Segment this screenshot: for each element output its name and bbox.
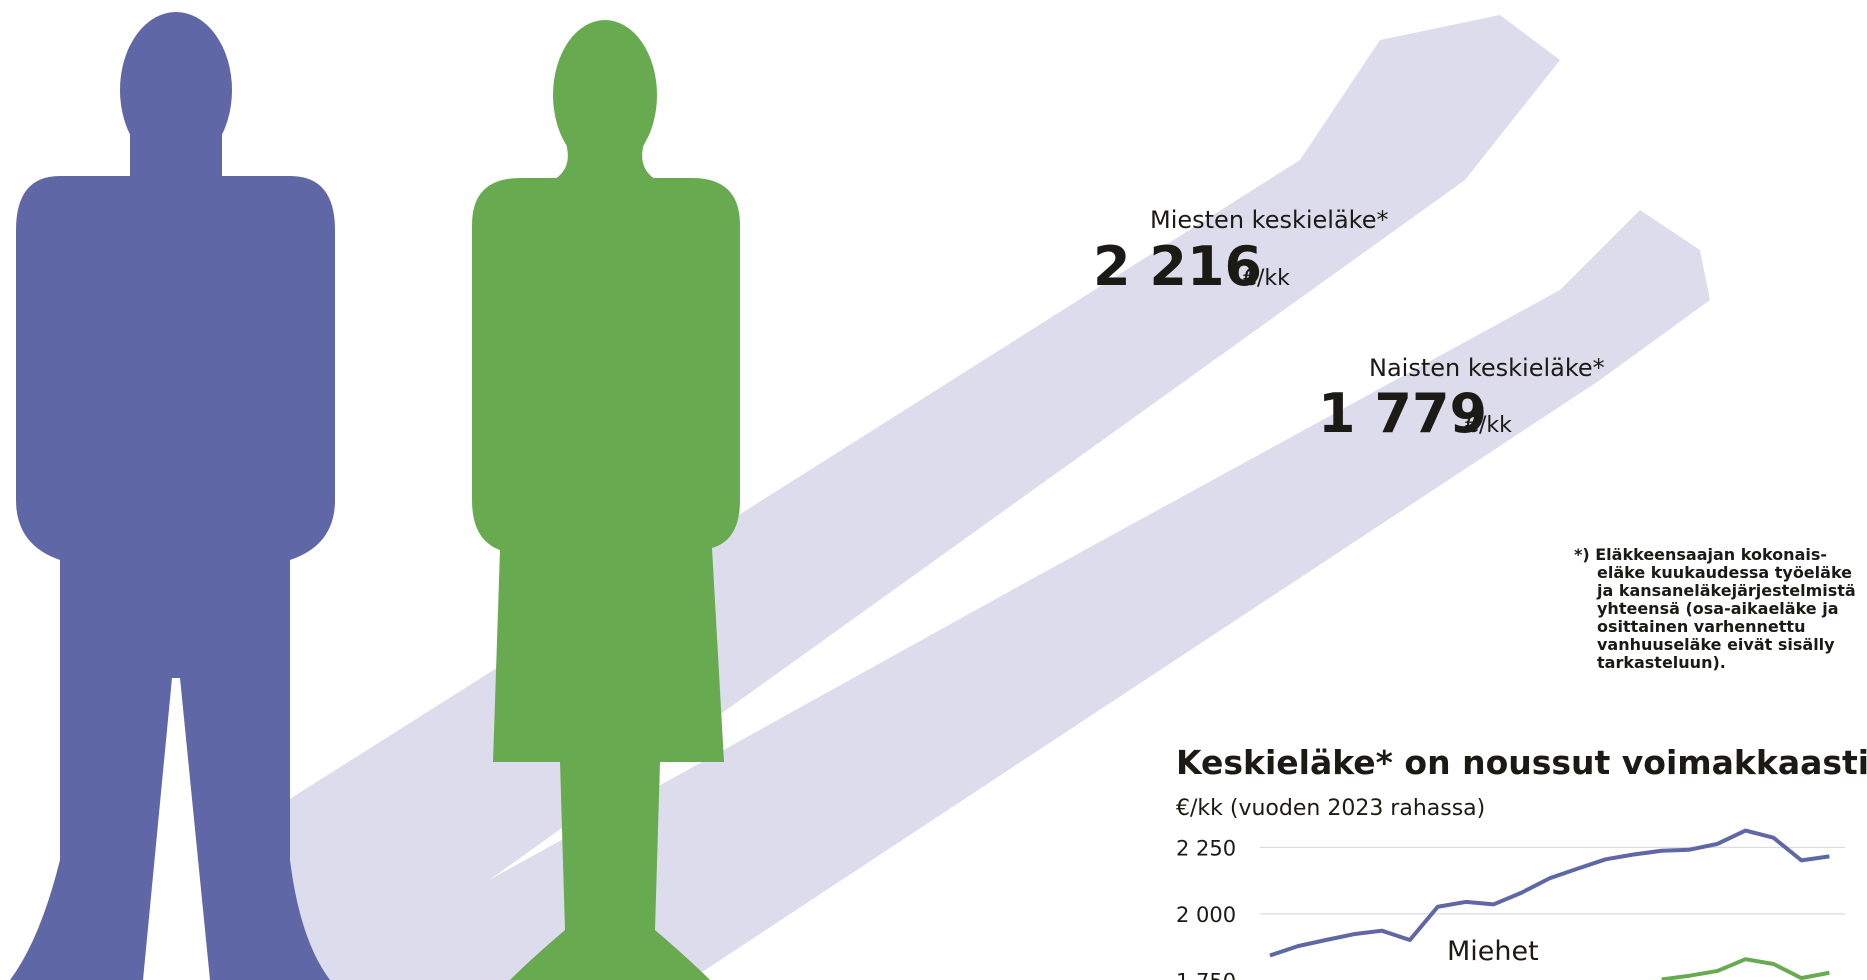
y-tick-label: 1 750 <box>1176 970 1236 980</box>
infographic: Miesten keskieläke* 2 216 €/kk Naisten k… <box>0 0 1867 980</box>
page: Miesten keskieläke* 2 216 €/kk Naisten k… <box>0 0 1867 980</box>
footnote-line: yhteensä (osa-aikaeläke ja <box>1597 599 1838 618</box>
shadows <box>130 15 1710 980</box>
footnote: *) Eläkkeensaajan kokonais-eläke kuukaud… <box>1574 545 1856 672</box>
footnote-line: osittainen varhennettu <box>1597 617 1805 636</box>
series-line <box>1662 959 1830 979</box>
footnote-line: tarkasteluun). <box>1597 653 1726 672</box>
footnote-line: ja kansaneläkejärjestelmistä <box>1596 581 1856 600</box>
woman-neck <box>550 140 660 182</box>
man-silhouette <box>10 12 335 980</box>
series-line <box>1270 831 1829 956</box>
men-value: 2 216 <box>1093 235 1262 298</box>
women-value: 1 779 <box>1318 382 1487 445</box>
men-label: Miesten keskieläke* <box>1150 206 1389 234</box>
chart-title: Keskieläke* on noussut voimakkaasti <box>1176 743 1867 782</box>
series-label: Miehet <box>1447 936 1539 967</box>
y-tick-label: 2 250 <box>1176 836 1236 860</box>
footnote-line: eläke kuukaudessa työeläke <box>1597 563 1852 582</box>
chart-subtitle: €/kk (vuoden 2023 rahassa) <box>1176 796 1485 821</box>
women-label: Naisten keskieläke* <box>1369 354 1605 382</box>
footnote-line: vanhuuseläke eivät sisälly <box>1597 635 1835 654</box>
y-tick-label: 2 000 <box>1176 903 1236 927</box>
footnote-line: *) Eläkkeensaajan kokonais- <box>1574 545 1827 564</box>
men-unit: €/kk <box>1243 266 1290 291</box>
women-unit: €/kk <box>1465 413 1512 438</box>
